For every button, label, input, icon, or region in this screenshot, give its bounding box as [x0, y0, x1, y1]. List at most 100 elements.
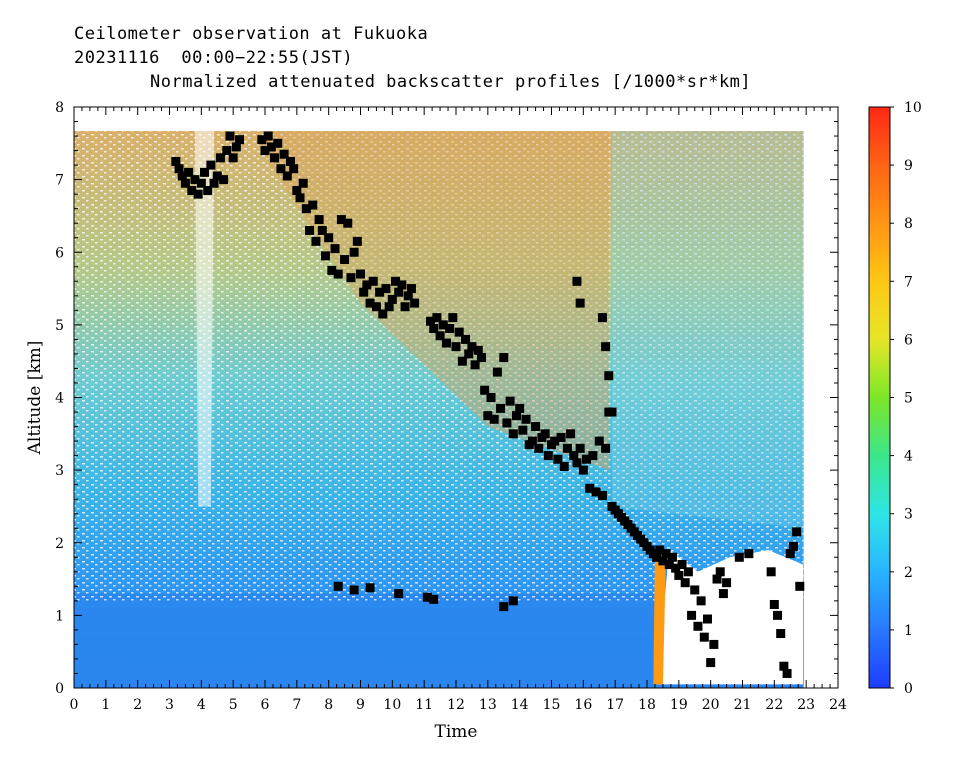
cloud-base-point [518, 425, 528, 435]
cloud-base-point [266, 142, 276, 152]
cloud-base-point [368, 276, 378, 286]
clear-column [194, 130, 215, 507]
cloud-base-point [190, 175, 200, 185]
colorbar-tick-label: 6 [904, 332, 913, 348]
cloud-base-point [464, 349, 474, 359]
y-tick-label: 8 [55, 100, 64, 116]
cloud-base-point [578, 465, 588, 475]
cloud-base-point [572, 458, 582, 468]
cloud-base-point [588, 451, 598, 461]
cloud-base-point [569, 451, 579, 461]
cloud-base-point [661, 549, 671, 559]
cloud-attenuated-region [656, 550, 803, 685]
cloud-base-point [435, 331, 445, 341]
cloud-base-point [333, 581, 343, 591]
cloud-base-point [276, 164, 286, 174]
x-tick-label: 4 [197, 697, 206, 713]
cloud-base-point [502, 418, 512, 428]
x-tick-label: 21 [734, 697, 752, 713]
colorbar: 0 1 2 3 4 5 6 7 8 9 10 [868, 100, 922, 697]
cloud-base-point [330, 244, 340, 254]
cloud-base-point [486, 393, 496, 402]
cloud-base-point [397, 280, 407, 290]
cloud-base-point [467, 342, 477, 352]
cloud-base-point [282, 171, 292, 181]
cloud-base-point [597, 491, 607, 501]
cloud-base-point [349, 247, 359, 257]
x-tick-label: 19 [670, 697, 688, 713]
cloud-base-point [365, 298, 375, 308]
x-tick-label: 16 [574, 697, 592, 713]
cloud-base-point [311, 236, 321, 246]
cloud-base-point [285, 156, 295, 166]
cloud-base-point [343, 218, 353, 228]
chart-title-date-range: 20231116 00:00−22:55(JST) [74, 48, 354, 68]
chart-title-variable: Normalized attenuated backscatter profil… [150, 72, 752, 92]
cloud-base-point [215, 153, 225, 163]
cloud-base-point [308, 200, 318, 210]
x-tick-label: 20 [702, 697, 720, 713]
cloud-base-point [604, 371, 614, 381]
colorbar-tick-label: 2 [904, 565, 913, 581]
cloud-base-point [543, 451, 553, 461]
colorbar-segment [869, 223, 890, 282]
cloud-base-point [422, 592, 432, 602]
cloud-base-point [219, 175, 229, 185]
cloud-base-point [333, 269, 343, 279]
cloud-base-point [336, 215, 346, 225]
y-tick-label: 4 [55, 391, 64, 407]
cloud-base-point [394, 589, 404, 599]
y-axis-title: Altitude [km] [25, 341, 45, 456]
cloud-base-point [445, 324, 455, 334]
cloud-base-point [664, 560, 674, 570]
cloud-base-point [788, 541, 798, 551]
x-tick-label: 23 [797, 697, 815, 713]
cloud-base-point [429, 594, 439, 604]
cloud-base-point [706, 658, 716, 668]
cloud-base-point [594, 436, 604, 446]
cloud-base-point [556, 432, 566, 442]
cloud-base-point [566, 429, 576, 439]
cloud-base-point [327, 265, 337, 275]
cloud-base-point [406, 284, 416, 294]
y-tick-label: 1 [55, 608, 64, 624]
cloud-base-point [515, 403, 525, 413]
cloud-base-point [209, 178, 219, 188]
cloud-base-point [683, 567, 693, 577]
cloud-base-point [489, 414, 499, 424]
colorbar-segment [869, 107, 890, 166]
x-tick-label: 3 [165, 697, 174, 713]
cloud-base-point [403, 291, 413, 301]
cloud-base-point [180, 178, 190, 188]
cloud-base-point [511, 411, 521, 421]
cloud-base-point [263, 131, 273, 141]
x-axis-title: Time [435, 722, 478, 742]
cloud-base-point [171, 156, 181, 166]
cloud-base-point [792, 527, 802, 537]
cloud-base-point [400, 302, 410, 312]
cloud-base-point [324, 233, 334, 243]
cloud-base-point [601, 443, 611, 453]
speckle-overlay [74, 130, 804, 601]
cloud-base-point [451, 342, 461, 352]
cloud-base-point [671, 563, 681, 573]
cloud-base-point [362, 280, 372, 290]
cloud-base-point [575, 298, 585, 308]
cloud-base-point [693, 621, 703, 631]
cloud-base-point [203, 186, 213, 196]
cloud-base-point [505, 396, 515, 406]
cloud-base-point [572, 276, 582, 286]
cloud-base-point [260, 146, 270, 156]
cloud-base-point [508, 429, 518, 439]
y-tick-label: 3 [55, 463, 64, 479]
cloud-base-point [196, 178, 206, 188]
cloud-base-point [601, 342, 611, 352]
cloud-base-point [531, 422, 541, 432]
cloud-base-point [658, 556, 668, 566]
x-tick-label: 5 [229, 697, 238, 713]
axes: 0 1 2 3 4 5 6 7 8 9 10 11 12 13 14 15 16 17 18 19 20 21 22 23 24… [25, 100, 847, 742]
cloud-base-point [744, 549, 754, 559]
cloud-base-point [457, 356, 467, 366]
cloud-base-point [349, 585, 359, 595]
colorbar-segment [869, 571, 890, 631]
